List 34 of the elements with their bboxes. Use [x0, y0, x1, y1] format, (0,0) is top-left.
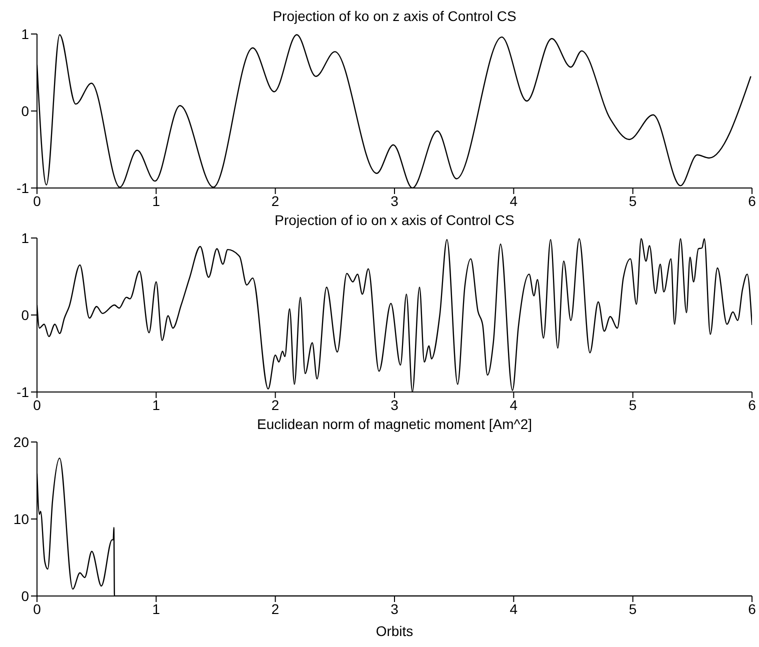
- x-tick-label: 5: [628, 396, 637, 413]
- y-tick-label: 0: [21, 102, 30, 119]
- x-tick-label: 2: [271, 600, 280, 617]
- y-tick-label: 0: [21, 588, 30, 604]
- x-tick-label: 3: [390, 396, 399, 413]
- y-tick-label: -1: [16, 180, 30, 196]
- y-tick-label: 1: [21, 26, 30, 42]
- x-tick-label: 5: [628, 600, 637, 617]
- x-tick-label: 1: [152, 192, 160, 209]
- x-tick-label: 3: [390, 192, 399, 209]
- y-tick-label: 1: [21, 230, 30, 246]
- x-tick-label: 6: [748, 192, 756, 209]
- y-tick-label: -1: [16, 384, 30, 400]
- x-tick-label: 1: [152, 396, 160, 413]
- x-tick-label: 5: [628, 192, 637, 209]
- y-tick-label: 0: [21, 306, 30, 323]
- x-tick-label: 1: [152, 600, 160, 617]
- x-tick-label: 0: [33, 396, 42, 413]
- x-tick-label: 2: [271, 396, 280, 413]
- chart-title: Euclidean norm of magnetic moment [Am^2]: [256, 415, 534, 434]
- chart-title: Projection of ko on z axis of Control CS: [272, 7, 518, 26]
- x-axis-title: Orbits: [376, 623, 414, 639]
- x-tick-label: 6: [748, 396, 756, 413]
- x-tick-label: 3: [390, 600, 399, 617]
- x-tick-label: 4: [510, 192, 518, 209]
- y-tick-label: 20: [13, 434, 30, 450]
- x-tick-label: 4: [510, 600, 518, 617]
- x-tick-label: 0: [33, 192, 42, 209]
- chart-title: Projection of io on x axis of Control CS: [274, 211, 516, 230]
- y-tick-label: 10: [13, 510, 30, 527]
- x-tick-label: 6: [748, 600, 756, 617]
- x-tick-label: 0: [33, 600, 42, 617]
- x-tick-label: 4: [510, 396, 518, 413]
- x-tick-label: 2: [271, 192, 280, 209]
